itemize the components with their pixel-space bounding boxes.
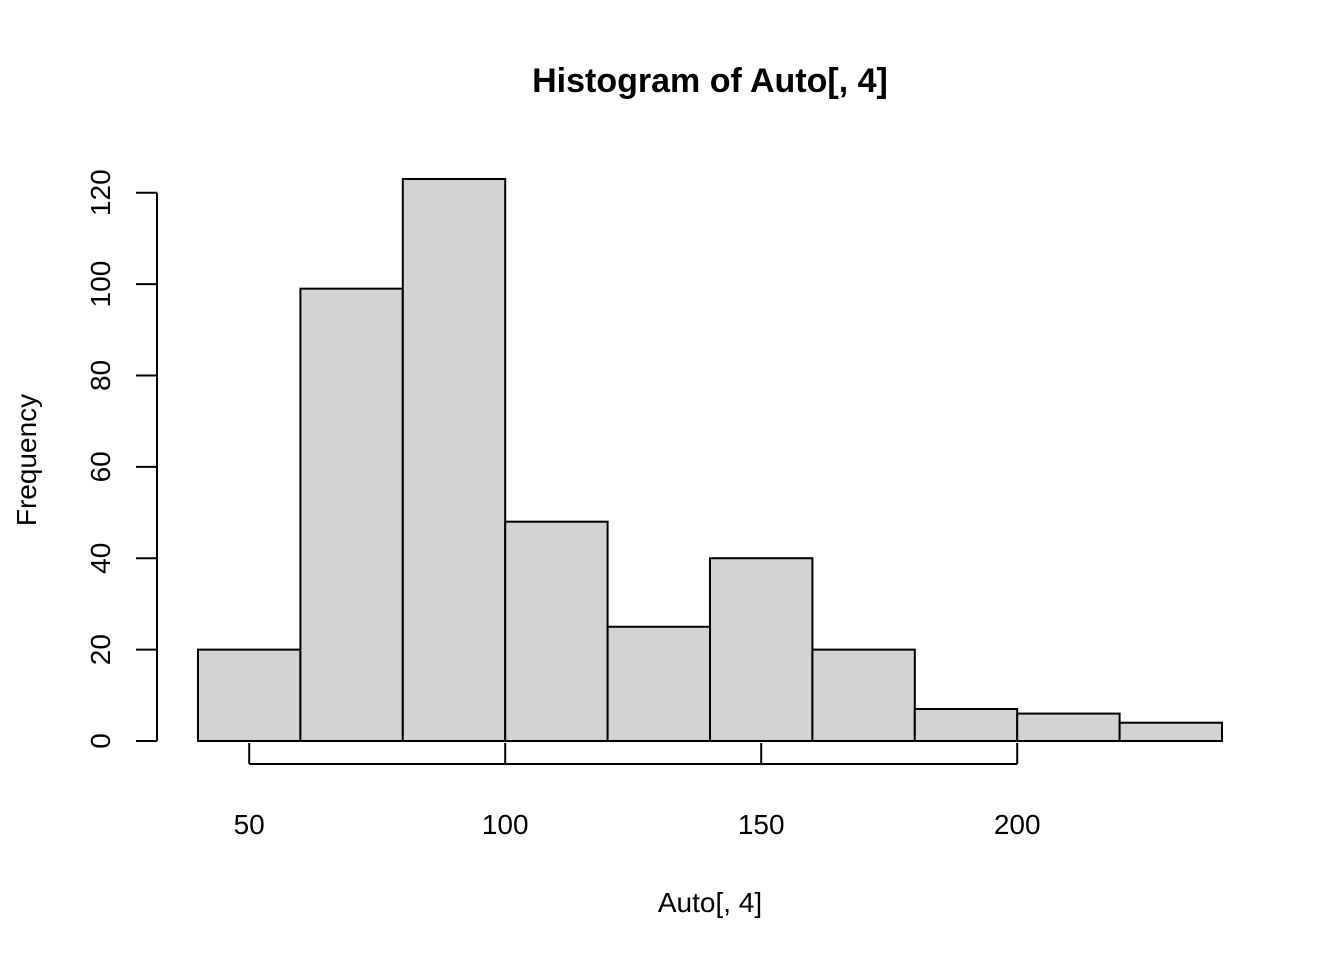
histogram-bar bbox=[197, 648, 302, 742]
y-axis: 0 20 40 60 80 100 120 bbox=[85, 169, 158, 749]
y-axis-label: Frequency bbox=[11, 394, 42, 526]
y-tick-label: 120 bbox=[85, 169, 116, 216]
histogram-bar bbox=[1118, 721, 1223, 742]
bars-group bbox=[197, 178, 1223, 743]
histogram-bar bbox=[811, 648, 916, 742]
y-tick-label: 100 bbox=[85, 261, 116, 308]
x-tick-label: 200 bbox=[994, 809, 1041, 840]
x-axis-label: Auto[, 4] bbox=[658, 887, 762, 918]
histogram-bar bbox=[709, 557, 814, 742]
x-tick-label: 50 bbox=[234, 809, 265, 840]
histogram-bar bbox=[504, 520, 609, 742]
x-tick-label: 100 bbox=[482, 809, 529, 840]
y-tick-label: 40 bbox=[85, 543, 116, 574]
y-tick-label: 60 bbox=[85, 451, 116, 482]
histogram-bar bbox=[913, 708, 1019, 742]
y-tick-label: 20 bbox=[85, 634, 116, 665]
histogram-bar bbox=[401, 178, 507, 742]
x-axis: 50 100 150 200 bbox=[234, 743, 1041, 840]
y-tick-label: 0 bbox=[85, 733, 116, 749]
histogram-bar bbox=[606, 625, 711, 742]
x-tick-label: 150 bbox=[738, 809, 785, 840]
chart-title: Histogram of Auto[, 4] bbox=[532, 62, 888, 100]
histogram-bar bbox=[1016, 712, 1121, 743]
histogram-bar bbox=[299, 287, 404, 742]
y-tick-label: 80 bbox=[85, 360, 116, 391]
